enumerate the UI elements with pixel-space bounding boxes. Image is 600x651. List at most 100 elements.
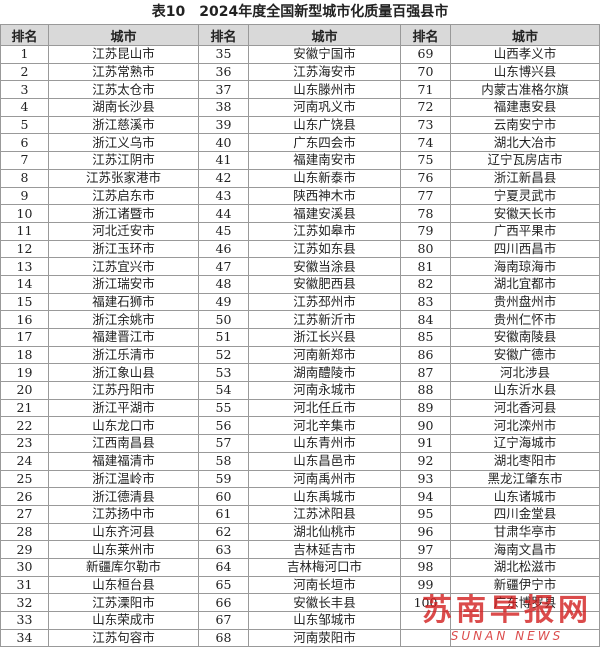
city-cell: 江苏张家港市 [48, 168, 199, 188]
city-cell: 浙江平湖市 [48, 398, 199, 418]
table-row: 4 湖南长沙县 38 河南巩义市 72 福建惠安县 [0, 98, 600, 117]
header-cell: 排名 [198, 24, 249, 46]
rank-cell: 25 [0, 469, 49, 489]
table-row: 19 浙江象山县 53 湖南醴陵市 87 河北涉县 [0, 363, 600, 383]
table-row: 14 浙江瑞安市 48 安徽肥西县 82 湖北宜都市 [0, 274, 600, 294]
header-cell: 城市 [248, 24, 401, 46]
city-cell: 内蒙古准格尔旗 [450, 80, 600, 100]
rank-cell: 79 [400, 221, 451, 241]
table-row: 29 山东莱州市 63 吉林延吉市 97 海南文昌市 [0, 540, 600, 559]
city-cell: 江苏启东市 [48, 186, 199, 206]
city-cell: 浙江德清县 [48, 487, 199, 506]
city-cell: 浙江乐清市 [48, 345, 199, 365]
table-row: 18 浙江乐清市 52 河南新郑市 86 安徽广德市 [0, 345, 600, 365]
table-row: 7 江苏江阴市 41 福建南安市 75 辽宁瓦房店市 [0, 151, 600, 170]
rank-cell: 36 [198, 62, 249, 82]
city-cell: 安徽南陵县 [450, 328, 600, 347]
city-cell: 浙江余姚市 [48, 310, 199, 329]
city-cell: 宁夏灵武市 [450, 186, 600, 206]
rank-cell: 22 [0, 416, 49, 436]
rank-cell: 56 [198, 416, 249, 436]
city-cell: 湖南醴陵市 [248, 363, 401, 383]
rank-cell: 81 [400, 257, 451, 276]
city-cell: 浙江义乌市 [48, 133, 199, 153]
rank-cell: 94 [400, 487, 451, 506]
city-cell: 山东广饶县 [248, 115, 401, 135]
table-row: 23 江西南昌县 57 山东青州市 91 辽宁海城市 [0, 434, 600, 453]
rank-cell: 82 [400, 274, 451, 294]
city-cell: 江苏昆山市 [48, 45, 199, 64]
rank-cell: 63 [198, 540, 249, 559]
city-cell: 山东齐河县 [48, 522, 199, 542]
city-cell: 辽宁瓦房店市 [450, 151, 600, 170]
rank-cell: 50 [198, 310, 249, 329]
city-cell: 江苏太仓市 [48, 80, 199, 100]
table-row: 24 福建福清市 58 山东昌邑市 92 湖北枣阳市 [0, 451, 600, 471]
city-cell: 浙江瑞安市 [48, 274, 199, 294]
city-cell: 福建石狮市 [48, 292, 199, 312]
city-cell: 新疆库尔勒市 [48, 557, 199, 577]
rank-cell: 16 [0, 310, 49, 329]
rank-cell: 2 [0, 62, 49, 82]
city-cell: 贵州仁怀市 [450, 310, 600, 329]
city-cell: 安徽长丰县 [248, 593, 401, 612]
rank-cell: 28 [0, 522, 49, 542]
city-cell: 江苏扬中市 [48, 504, 199, 524]
rank-cell: 7 [0, 151, 49, 170]
city-cell: 河南长垣市 [248, 575, 401, 595]
rank-cell: 12 [0, 239, 49, 259]
city-cell: 河北涉县 [450, 363, 600, 383]
empty-cell [450, 628, 600, 648]
city-cell: 江苏溧阳市 [48, 593, 199, 612]
rank-cell: 91 [400, 434, 451, 453]
table-row: 26 浙江德清县 60 山东禹城市 94 山东诸城市 [0, 487, 600, 506]
city-cell: 湖北松滋市 [450, 557, 600, 577]
rank-cell: 11 [0, 221, 49, 241]
rank-cell: 35 [198, 45, 249, 64]
city-cell: 河南巩义市 [248, 98, 401, 117]
rank-cell: 40 [198, 133, 249, 153]
table-row: 22 山东龙口市 56 河北辛集市 90 河北滦州市 [0, 416, 600, 436]
rank-cell: 88 [400, 381, 451, 400]
city-cell: 山东青州市 [248, 434, 401, 453]
rank-cell: 47 [198, 257, 249, 276]
city-cell: 甘肃华亭市 [450, 522, 600, 542]
rank-cell: 76 [400, 168, 451, 188]
rank-cell: 5 [0, 115, 49, 135]
table-row: 25 浙江温岭市 59 河南禹州市 93 黑龙江肇东市 [0, 469, 600, 489]
rank-cell: 31 [0, 575, 49, 595]
rank-cell: 33 [0, 611, 49, 630]
rank-cell: 70 [400, 62, 451, 82]
city-cell: 浙江长兴县 [248, 328, 401, 347]
rank-cell: 93 [400, 469, 451, 489]
city-cell: 江苏丹阳市 [48, 381, 199, 400]
rank-cell: 64 [198, 557, 249, 577]
rank-cell: 62 [198, 522, 249, 542]
rank-cell: 26 [0, 487, 49, 506]
table-row: 20 江苏丹阳市 54 河南永城市 88 山东沂水县 [0, 381, 600, 400]
city-cell: 山西孝义市 [450, 45, 600, 64]
city-cell: 山东沂水县 [450, 381, 600, 400]
header-cell: 城市 [450, 24, 600, 46]
city-cell: 安徽广德市 [450, 345, 600, 365]
city-cell: 河北迁安市 [48, 221, 199, 241]
rank-cell: 92 [400, 451, 451, 471]
city-cell: 湖北大冶市 [450, 133, 600, 153]
city-cell: 广东四会市 [248, 133, 401, 153]
city-cell: 四川金堂县 [450, 504, 600, 524]
rank-cell: 80 [400, 239, 451, 259]
city-cell: 吉林延吉市 [248, 540, 401, 559]
rank-cell: 53 [198, 363, 249, 383]
rank-cell: 18 [0, 345, 49, 365]
rank-cell: 55 [198, 398, 249, 418]
table-row: 6 浙江义乌市 40 广东四会市 74 湖北大冶市 [0, 133, 600, 153]
rank-cell: 59 [198, 469, 249, 489]
city-cell: 江苏宜兴市 [48, 257, 199, 276]
table-row: 1 江苏昆山市 35 安徽宁国市 69 山西孝义市 [0, 45, 600, 64]
city-cell: 福建福清市 [48, 451, 199, 471]
table-row: 30 新疆库尔勒市 64 吉林梅河口市 98 湖北松滋市 [0, 557, 600, 577]
city-cell: 广西平果市 [450, 221, 600, 241]
rank-cell: 42 [198, 168, 249, 188]
rank-cell: 77 [400, 186, 451, 206]
table-row: 11 河北迁安市 45 江苏如皋市 79 广西平果市 [0, 221, 600, 241]
